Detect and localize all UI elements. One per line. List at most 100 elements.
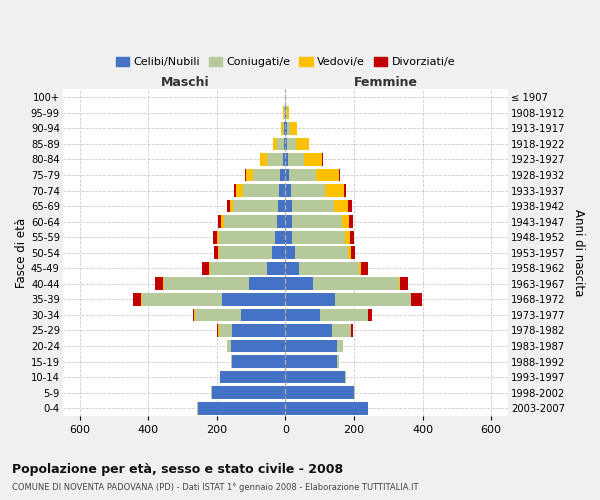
Bar <box>295 246 348 259</box>
Bar <box>400 278 408 290</box>
Bar <box>348 200 352 212</box>
Bar <box>210 262 266 274</box>
Bar <box>335 293 410 306</box>
Bar <box>260 153 268 166</box>
Bar <box>213 231 217 243</box>
Bar <box>217 324 218 337</box>
Bar <box>281 122 283 134</box>
Bar <box>155 278 163 290</box>
Bar <box>286 386 354 399</box>
Bar <box>292 200 334 212</box>
Bar <box>289 168 316 181</box>
Bar <box>359 262 361 274</box>
Text: Maschi: Maschi <box>161 76 209 90</box>
Bar <box>284 122 286 134</box>
Bar <box>286 246 295 259</box>
Bar <box>351 246 355 259</box>
Bar <box>361 262 368 274</box>
Bar <box>222 293 286 306</box>
Bar <box>286 278 313 290</box>
Bar <box>283 122 284 134</box>
Bar <box>299 262 359 274</box>
Bar <box>286 138 287 150</box>
Bar <box>275 231 286 243</box>
Bar <box>198 402 286 414</box>
Bar <box>320 308 368 322</box>
Bar <box>202 262 209 274</box>
Bar <box>278 200 286 212</box>
Bar <box>164 278 250 290</box>
Bar <box>286 122 287 134</box>
Bar <box>227 340 230 352</box>
Bar <box>286 340 337 352</box>
Bar <box>233 200 278 212</box>
Bar <box>278 184 286 197</box>
Bar <box>286 355 337 368</box>
Bar <box>410 293 411 306</box>
Bar <box>313 278 398 290</box>
Bar <box>286 324 332 337</box>
Bar <box>218 246 272 259</box>
Bar <box>232 355 286 368</box>
Bar <box>285 106 286 119</box>
Bar <box>354 386 355 399</box>
Bar <box>284 138 286 150</box>
Bar <box>349 216 353 228</box>
Bar <box>246 168 253 181</box>
Bar <box>277 216 286 228</box>
Bar <box>133 293 141 306</box>
Bar <box>163 278 164 290</box>
Bar <box>214 246 218 259</box>
Bar <box>286 308 320 322</box>
Bar <box>288 153 304 166</box>
Bar <box>350 231 353 243</box>
Bar <box>193 308 194 322</box>
Bar <box>286 153 288 166</box>
Bar <box>368 308 371 322</box>
Bar <box>280 168 286 181</box>
Bar <box>286 262 299 274</box>
Bar <box>286 184 290 197</box>
Bar <box>241 308 286 322</box>
Bar <box>218 216 221 228</box>
Bar <box>286 216 292 228</box>
Bar <box>304 153 322 166</box>
Bar <box>398 278 400 290</box>
Bar <box>197 402 198 414</box>
Bar <box>286 293 335 306</box>
Bar <box>332 324 350 337</box>
Bar <box>253 168 280 181</box>
Bar <box>217 231 218 243</box>
Bar <box>287 122 290 134</box>
Bar <box>286 168 289 181</box>
Bar <box>292 216 342 228</box>
Bar <box>245 168 246 181</box>
Bar <box>218 324 232 337</box>
Bar <box>234 184 236 197</box>
Bar <box>290 122 297 134</box>
Bar <box>296 138 310 150</box>
Bar <box>337 340 343 352</box>
Bar <box>224 216 277 228</box>
Bar <box>142 293 222 306</box>
Bar <box>211 386 212 399</box>
Bar <box>283 153 286 166</box>
Bar <box>209 262 210 274</box>
Y-axis label: Anni di nascita: Anni di nascita <box>572 209 585 296</box>
Bar <box>221 216 224 228</box>
Bar <box>284 106 285 119</box>
Bar <box>286 106 287 119</box>
Text: Femmine: Femmine <box>354 76 418 90</box>
Bar <box>334 200 348 212</box>
Bar <box>290 184 325 197</box>
Bar <box>250 278 286 290</box>
Bar <box>346 231 350 243</box>
Bar <box>268 153 283 166</box>
Bar <box>227 200 230 212</box>
Bar <box>342 216 349 228</box>
Bar <box>292 231 346 243</box>
Bar <box>272 246 286 259</box>
Bar <box>344 184 346 197</box>
Bar <box>212 386 286 399</box>
Bar <box>351 324 353 337</box>
